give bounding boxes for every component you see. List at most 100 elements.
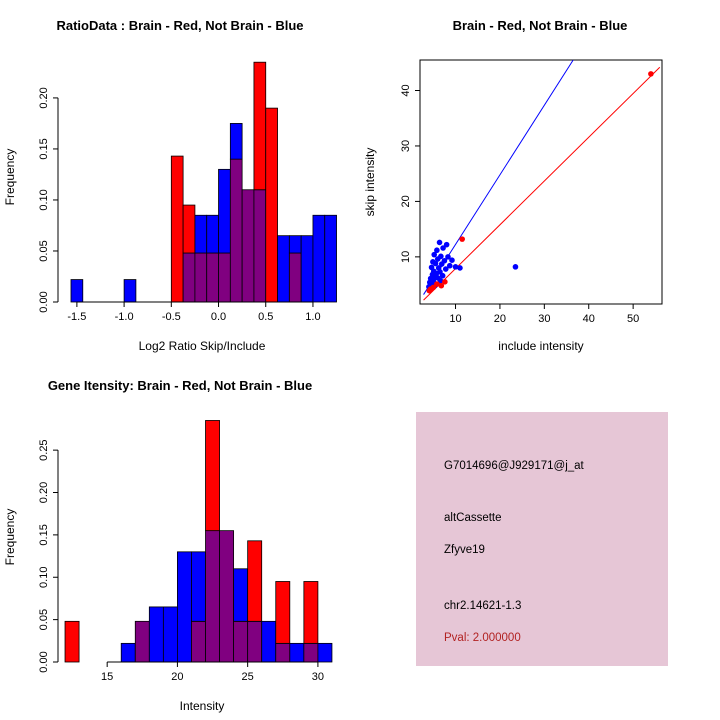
hist-bar-blue [261, 620, 277, 663]
hist-bar-red [303, 581, 319, 644]
y-tick-label: 10 [400, 251, 412, 263]
event-type-text: altCassette [444, 512, 502, 524]
hist-bar-blue [229, 123, 243, 160]
y-tick-label: 0.20 [38, 87, 50, 108]
scatter-point [432, 260, 439, 267]
scatter-point [438, 282, 445, 289]
hist-bar-blue [70, 279, 84, 303]
hist-bar-overlap [194, 252, 208, 303]
hist-bar-overlap [303, 642, 319, 663]
panel-intensity-scatter: 10 20 30 40 50 10 20 30 40 Brain - Red, Not Brain… [360, 0, 720, 360]
scatter-point [440, 245, 446, 251]
x-tick-label: -1.5 [67, 311, 86, 323]
scatter-point [438, 253, 444, 260]
scatter-point [442, 266, 449, 272]
plot-box [419, 59, 663, 305]
chart-title: Brain - Red, Not Brain - Blue [453, 18, 628, 33]
info-box: G7014696@J929171@j_at altCassette Zfyve1… [416, 412, 668, 666]
hist-bar-red [205, 420, 220, 532]
scatter-point [459, 236, 465, 242]
x-tick-label: 15 [101, 671, 113, 683]
x-tick-label: 50 [627, 313, 639, 325]
x-tick-label: 40 [583, 313, 595, 325]
hist-bar-blue [162, 606, 178, 663]
gene-name-text: Zfyve19 [444, 544, 485, 556]
scatter-point [434, 281, 440, 287]
hist-bar-overlap [206, 252, 219, 303]
scatter-point [439, 272, 446, 279]
panel-gene-info: G7014696@J929171@j_at altCassette Zfyve1… [360, 360, 720, 720]
y-axis-label: Frequency [3, 149, 17, 206]
hist-bar-overlap [134, 620, 150, 663]
scatter-point [449, 257, 455, 263]
scatter-point [441, 257, 448, 264]
hist-bar-red [265, 107, 278, 303]
chart-title: Gene Itensity: Brain - Red, Not Brain - … [48, 378, 312, 393]
pval-text: Pval: 2.000000 [444, 632, 521, 644]
y-tick-label: 20 [400, 195, 412, 207]
y-axis-label: Frequency [3, 509, 17, 566]
x-tick-label: 20 [171, 671, 183, 683]
hist-bar-blue [194, 214, 208, 254]
hist-bar-overlap [218, 252, 231, 303]
y-tick-label: 0.00 [38, 291, 50, 312]
hist-bar-blue [120, 642, 136, 663]
y-tick-label: 0.10 [38, 189, 50, 210]
hist-bar-red [64, 620, 80, 663]
x-tick-label: 1.0 [305, 311, 320, 323]
fit-line [423, 66, 661, 301]
hist-bar-blue [218, 168, 231, 254]
hist-bar-blue [317, 642, 333, 663]
scatter-point [431, 251, 438, 258]
hist-bar-blue [289, 642, 305, 663]
hist-bar-blue [288, 235, 302, 254]
y-tick-label: 30 [400, 140, 412, 152]
scatter-point [445, 254, 451, 260]
hist-bar-overlap [191, 620, 206, 663]
y-tick-label: 0.15 [38, 138, 50, 159]
scatter-point [436, 239, 443, 246]
x-tick-label: -1.0 [115, 311, 134, 323]
x-axis-label: include intensity [498, 339, 583, 353]
hist-bar-blue [277, 235, 290, 303]
hist-bar-overlap [182, 252, 196, 303]
gene-histogram-chart: 15 20 25 30 0.00 0.05 0.10 0.15 0.20 0.25 Gene Ite… [3, 378, 333, 713]
x-tick-label: 25 [242, 671, 254, 683]
hist-bar-red [182, 204, 196, 254]
x-tick-label: -0.5 [162, 311, 181, 323]
scatter-point [452, 264, 459, 270]
scatter-point [648, 71, 654, 77]
y-axis-label: skip intensity [363, 148, 377, 217]
scatter-point [437, 277, 444, 284]
hist-bar-blue [233, 568, 249, 622]
hist-bar-overlap [233, 620, 249, 663]
hist-bar-blue [300, 235, 314, 303]
hist-bar-red [247, 540, 263, 622]
hist-bar-red [170, 155, 184, 303]
scatter-point [434, 247, 440, 254]
y-tick-label: 0.15 [38, 524, 50, 545]
hist-bar-overlap [288, 252, 302, 303]
scatter-point [443, 241, 450, 248]
hist-bar-overlap [241, 189, 255, 303]
intensity-scatter-chart: 10 20 30 40 50 10 20 30 40 Brain - Red, Not Brain… [363, 18, 663, 353]
ratio-histogram-chart: -1.5 -1.0 -0.5 0.0 0.5 1.0 0.00 0.05 0.10 0.15 0.2… [3, 18, 337, 353]
y-tick-label: 0.00 [38, 651, 50, 672]
x-axis-label: Log2 Ratio Skip/Include [139, 339, 266, 353]
hist-bar-blue [206, 214, 219, 254]
y-tick-label: 0.25 [38, 439, 50, 460]
scatter-point [446, 262, 453, 269]
x-tick-label: 10 [449, 313, 461, 325]
scatter-point [426, 287, 433, 294]
x-tick-label: 30 [538, 313, 550, 325]
panel-gene-histogram: 15 20 25 30 0.00 0.05 0.10 0.15 0.20 0.25 Gene Ite… [0, 360, 360, 720]
chart-title: RatioData : Brain - Red, Not Brain - Blu… [56, 18, 303, 33]
hist-bar-overlap [219, 530, 235, 663]
scatter-point [430, 284, 437, 291]
hist-bar-overlap [205, 530, 220, 663]
scatter-point [512, 264, 519, 270]
hist-bar-overlap [275, 642, 291, 663]
x-axis-label: Intensity [180, 699, 225, 713]
y-tick-label: 0.10 [38, 567, 50, 588]
